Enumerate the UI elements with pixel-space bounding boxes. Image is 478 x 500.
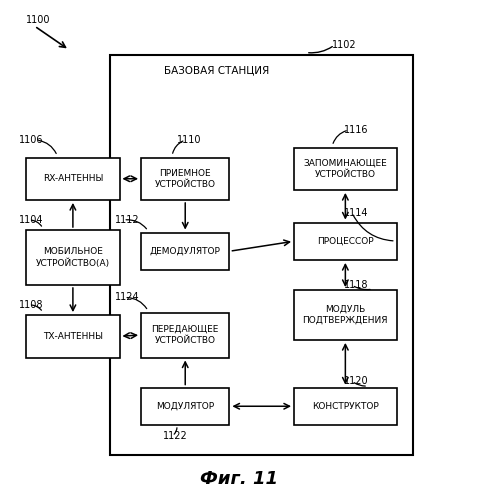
Text: 1116: 1116 <box>344 125 369 135</box>
Text: МОДУЛЯТОР: МОДУЛЯТОР <box>156 402 214 411</box>
Text: Фиг. 11: Фиг. 11 <box>200 470 278 488</box>
Bar <box>294 290 397 340</box>
Bar <box>141 158 229 200</box>
Text: 1108: 1108 <box>19 300 43 310</box>
Text: КОНСТРУКТОР: КОНСТРУКТОР <box>312 402 379 411</box>
Text: МОБИЛЬНОЕ
УСТРОЙСТВО(А): МОБИЛЬНОЕ УСТРОЙСТВО(А) <box>36 247 110 268</box>
Bar <box>294 388 397 425</box>
Bar <box>110 55 413 455</box>
Text: 1102: 1102 <box>332 40 357 50</box>
Text: 1122: 1122 <box>163 431 187 441</box>
Text: ПЕРЕДАЮЩЕЕ
УСТРОЙСТВО: ПЕРЕДАЮЩЕЕ УСТРОЙСТВО <box>152 325 219 345</box>
Text: ПРИЕМНОЕ
УСТРОЙСТВО: ПРИЕМНОЕ УСТРОЙСТВО <box>155 168 216 189</box>
Bar <box>294 148 397 190</box>
Bar <box>141 312 229 358</box>
Text: 1106: 1106 <box>19 135 43 145</box>
Bar <box>141 232 229 270</box>
Text: 1104: 1104 <box>19 215 43 225</box>
Bar <box>26 158 120 200</box>
Bar <box>26 315 120 358</box>
Text: БАЗОВАЯ СТАНЦИЯ: БАЗОВАЯ СТАНЦИЯ <box>163 65 269 75</box>
Text: ДЕМОДУЛЯТОР: ДЕМОДУЛЯТОР <box>150 246 221 256</box>
Text: 1110: 1110 <box>177 135 201 145</box>
Text: 1124: 1124 <box>115 292 140 302</box>
Bar <box>294 222 397 260</box>
Text: ЗАПОМИНАЮЩЕЕ
УСТРОЙСТВО: ЗАПОМИНАЮЩЕЕ УСТРОЙСТВО <box>304 158 387 179</box>
Text: ПРОЦЕССОР: ПРОЦЕССОР <box>317 237 374 246</box>
Text: ТХ-АНТЕННЫ: ТХ-АНТЕННЫ <box>43 332 103 341</box>
Bar <box>26 230 120 285</box>
Text: МОДУЛЬ
ПОДТВЕРЖДЕНИЯ: МОДУЛЬ ПОДТВЕРЖДЕНИЯ <box>303 305 388 325</box>
Text: 1112: 1112 <box>115 215 140 225</box>
Bar <box>141 388 229 425</box>
Text: RX-АНТЕННЫ: RX-АНТЕННЫ <box>43 174 103 183</box>
Text: 1114: 1114 <box>344 208 369 218</box>
Text: 1120: 1120 <box>344 376 369 386</box>
Text: 1100: 1100 <box>26 15 51 25</box>
Text: 1118: 1118 <box>344 280 369 290</box>
